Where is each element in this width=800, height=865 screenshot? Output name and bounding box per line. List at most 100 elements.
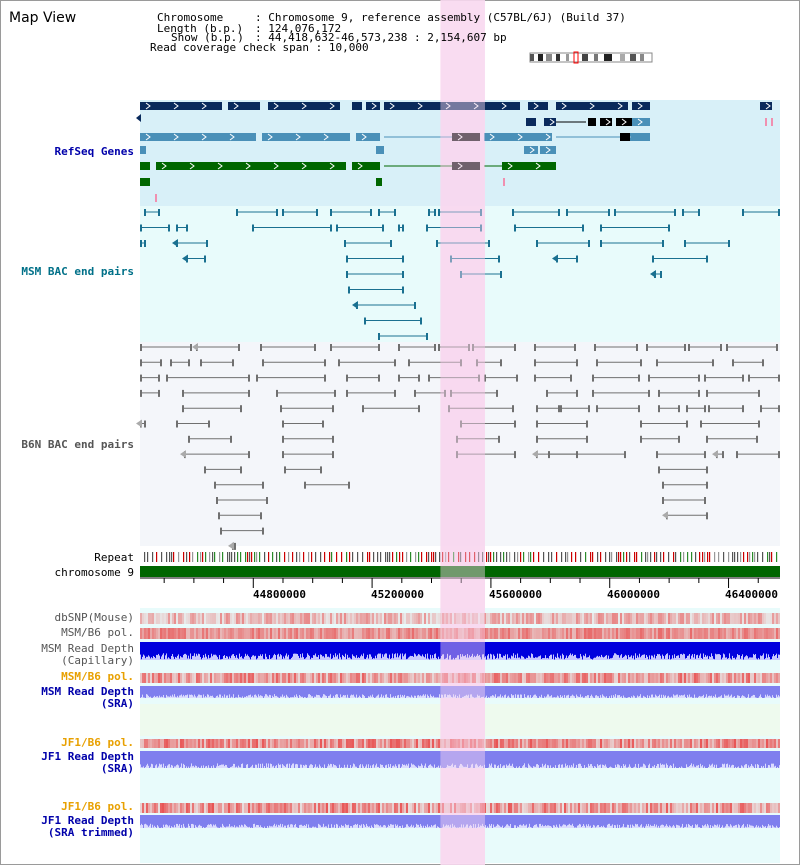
msm-depth-sra [192,686,193,696]
msm-b6-pol-sra-heat [580,673,582,683]
msm-b6-pol-sra-heat [572,673,574,683]
msm-depth-sra [325,686,326,696]
jf1-depth-sra [754,751,755,768]
gene-strand-arrow [561,102,567,110]
dbsnp-heat [274,613,276,624]
jf1-depth-sra [630,751,631,767]
info-value: 10,000 [328,41,369,54]
jf1-depth-sra [573,751,574,764]
jf1-b6-pol-trim-heat [294,803,296,813]
jf1-depth-sra [211,751,212,767]
msm-depth-capillary [605,642,606,656]
jf1-depth-sra [229,751,230,768]
gene-exon [352,162,380,170]
msm-depth-capillary [339,642,340,654]
msm-depth-capillary [285,642,286,656]
jf1-depth-trim [363,815,364,824]
jf1-b6-pol-trim-heat [282,803,284,813]
repeat-mark [500,552,502,562]
jf1-b6-pol-trim-heat [666,803,668,813]
msm-depth-sra [582,686,583,697]
jf1-b6-pol-trim-heat [174,803,176,813]
msm-depth-sra [443,686,444,698]
b6n-bac-pair-end [182,405,184,413]
jf1-depth-sra [429,751,430,765]
jf1-depth-trim [451,815,452,828]
jf1-depth-sra [391,751,392,768]
repeat-mark [634,552,636,562]
msm-depth-capillary [692,642,693,655]
jf1-depth-sra [769,751,770,766]
jf1-depth-sra [373,751,374,765]
msm-depth-sra [657,686,658,697]
track-label-b6n-bac[interactable]: B6N BAC end pairs [21,438,134,451]
jf1-b6-pol-trim-heat [734,803,736,813]
dbsnp-heat [472,613,474,624]
jf1-depth-sra [619,751,620,766]
msm-depth-sra [323,686,324,695]
msm-depth-capillary [725,642,726,658]
b6n-bac-pair-end [414,389,416,397]
track-label-msm-depth-sra: MSM Read Depth (SRA) [41,685,134,710]
jf1-depth-sra [611,751,612,768]
msm-depth-sra [430,686,431,695]
msm-b6-pol-sra-heat [316,673,318,683]
msm-b6-pol-heat [164,628,166,639]
jf1-depth-sra [539,751,540,768]
jf1-depth-sra [231,751,232,767]
track-label-msm-bac[interactable]: MSM BAC end pairs [21,265,134,278]
jf1-b6-pol-trim-heat [760,803,762,813]
msm-b6-pol-heat [468,628,470,639]
msm-depth-sra [435,686,436,698]
gene-strand-arrow [621,118,627,126]
b6n-bac-pair-end [176,420,178,428]
msm-depth-sra [311,686,312,697]
msm-depth-sra [408,686,409,697]
msm-depth-sra [488,686,489,698]
ideogram-band [630,54,636,61]
jf1-depth-sra [541,751,542,768]
msm-depth-sra [254,686,255,695]
jf1-depth-trim [417,815,418,825]
jf1-b6-pol-heat [198,739,200,748]
jf1-b6-pol-trim-heat [462,803,464,813]
jf1-depth-sra [440,751,441,766]
msm-depth-sra [301,686,302,697]
msm-depth-sra [761,686,762,698]
msm-depth-capillary [449,642,450,656]
msm-depth-capillary [399,642,400,656]
msm-b6-pol-heat [206,628,208,639]
msm-depth-capillary [694,642,695,654]
msm-b6-pol-sra-heat [386,673,388,683]
jf1-depth-sra [658,751,659,765]
msm-b6-pol-heat [560,628,562,639]
msm-b6-pol-heat [436,628,438,639]
track-label-refseq[interactable]: RefSeq Genes [54,145,134,158]
msm-b6-pol-sra-heat [184,673,186,683]
msm-b6-pol-heat [196,628,198,639]
jf1-depth-trim [605,815,606,828]
jf1-depth-sra [285,751,286,768]
msm-depth-capillary [172,642,173,654]
gene-strand-arrow [605,118,611,126]
jf1-depth-trim [691,815,692,827]
dbsnp-heat [556,613,558,624]
b6n-bac-pair-end [378,344,380,351]
msm-depth-capillary [545,642,546,656]
msm-depth-capillary [298,642,299,656]
msm-depth-capillary [471,642,472,656]
dbsnp-heat [636,613,638,624]
msm-b6-pol-sra-heat [642,673,644,683]
jf1-depth-sra [529,751,530,766]
msm-depth-capillary [378,642,379,654]
gene-exon [356,133,380,141]
jf1-b6-pol-trim-heat [422,803,424,813]
repeat-mark [173,552,175,562]
gene-strand-arrow [507,162,513,170]
jf1-depth-trim [380,815,381,826]
jf1-depth-sra [443,751,444,768]
msm-b6-pol-sra-heat [432,673,434,683]
msm-depth-sra [588,686,589,696]
msm-depth-sra [316,686,317,695]
